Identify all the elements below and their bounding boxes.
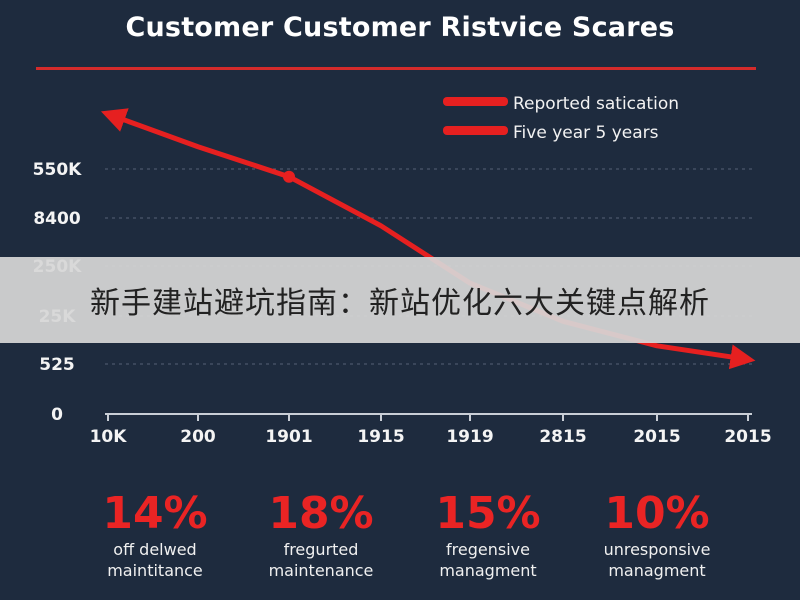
x-tick-label: 2015 [633,427,680,447]
legend-label-1: Reported satication [513,94,679,114]
overlay-banner: 新手建站避坑指南：新站优化六大关键点解析 [0,257,800,343]
y-tick-label: 525 [39,355,75,375]
x-tick-label: 2815 [539,427,586,447]
stat-card-4: 10% unresponsive managment [567,488,747,581]
legend-swatch-2 [443,126,508,135]
legend-label-2: Five year 5 years [513,123,659,143]
data-point [283,170,295,183]
stat-label-line1: fregensive [446,540,530,559]
banner-text: 新手建站避坑指南：新站优化六大关键点解析 [90,286,710,321]
legend: Reported satication Five year 5 years [443,94,679,143]
x-tick-label: 1915 [357,427,404,447]
stat-label-line1: unresponsive [603,540,711,559]
stat-value: 18% [268,488,374,539]
stat-label-line2: maintenance [268,561,374,580]
chart-title: Customer Customer Ristvice Scares [125,12,675,43]
stat-value: 10% [604,488,710,539]
x-tick-label: 200 [180,427,216,447]
x-tick-label: 1901 [265,427,312,447]
stat-card-3: 15% fregensive managment [398,488,578,581]
y-tick-label: 550K [33,160,82,180]
legend-swatch-1 [443,97,508,106]
y-tick-label: 8400 [33,209,80,229]
stat-label-line2: maintitance [107,561,203,580]
title-divider [36,67,756,70]
stat-label-line2: managment [439,561,537,580]
stat-card-1: 14% off delwed maintitance [65,488,245,581]
stat-value: 15% [435,488,541,539]
x-tick-label: 10K [90,427,128,447]
x-tick-label: 1919 [446,427,493,447]
stat-card-2: 18% fregurted maintenance [231,488,411,581]
y-tick-label: 0 [51,405,63,425]
stat-value: 14% [102,488,208,539]
stat-label-line1: fregurted [283,540,359,559]
stat-label-line2: managment [608,561,706,580]
x-tick-label: 2015 [724,427,771,447]
stat-label-line1: off delwed [113,540,197,559]
